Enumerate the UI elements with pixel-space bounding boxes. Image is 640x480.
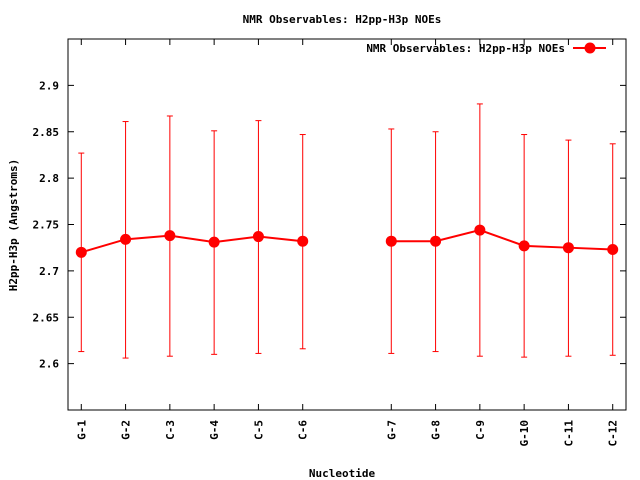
data-point (518, 240, 530, 252)
x-tick-label: C-11 (562, 420, 575, 447)
x-tick-label: G-8 (430, 420, 443, 440)
data-point (430, 235, 442, 247)
y-tick-label: 2.75 (33, 219, 60, 232)
data-point (208, 236, 220, 248)
data-point (297, 235, 309, 247)
y-tick-label: 2.9 (39, 79, 59, 92)
data-point (120, 233, 132, 245)
legend-label: NMR Observables: H2pp-H3p NOEs (366, 42, 565, 55)
legend-marker (584, 42, 596, 54)
x-axis-title: Nucleotide (309, 467, 376, 480)
x-tick-label: G-2 (120, 420, 133, 440)
x-axis: G-1 G-2 C-3 G-4 C-5 C-6 G-7 G-8 C-9 G-10 C-11 C-12 (75, 39, 620, 447)
data-point (607, 244, 619, 256)
x-tick-label: G-4 (208, 420, 221, 440)
y-tick-label: 2.7 (39, 265, 59, 278)
y-tick-label: 2.85 (33, 126, 60, 139)
data-point (562, 242, 574, 254)
series-layer (75, 103, 619, 359)
series-line (81, 234, 303, 254)
x-tick-label: C-6 (297, 420, 310, 440)
x-tick-label: G-1 (75, 420, 88, 440)
data-point (75, 246, 87, 258)
y-tick-label: 2.65 (33, 311, 60, 324)
y-tick-label: 2.8 (39, 172, 59, 185)
x-tick-label: C-3 (164, 420, 177, 440)
y-axis-title: H2pp-H3p (Angstroms) (7, 159, 20, 291)
chart-title: NMR Observables: H2pp-H3p NOEs (243, 13, 442, 26)
plot-frame (67, 38, 627, 411)
y-axis: 2.6 2.65 2.7 2.75 2.8 2.85 2.9 (33, 79, 626, 371)
series-line (391, 229, 613, 251)
x-tick-label: C-5 (252, 420, 265, 440)
legend: NMR Observables: H2pp-H3p NOEs (366, 42, 606, 55)
x-tick-label: G-10 (518, 420, 531, 447)
data-point (252, 231, 264, 243)
data-point (385, 235, 397, 247)
x-tick-label: C-12 (607, 420, 620, 447)
data-point (474, 224, 486, 236)
x-tick-label: G-7 (385, 420, 398, 440)
x-tick-label: C-9 (474, 420, 487, 440)
y-tick-label: 2.6 (39, 358, 59, 371)
data-point (164, 230, 176, 242)
